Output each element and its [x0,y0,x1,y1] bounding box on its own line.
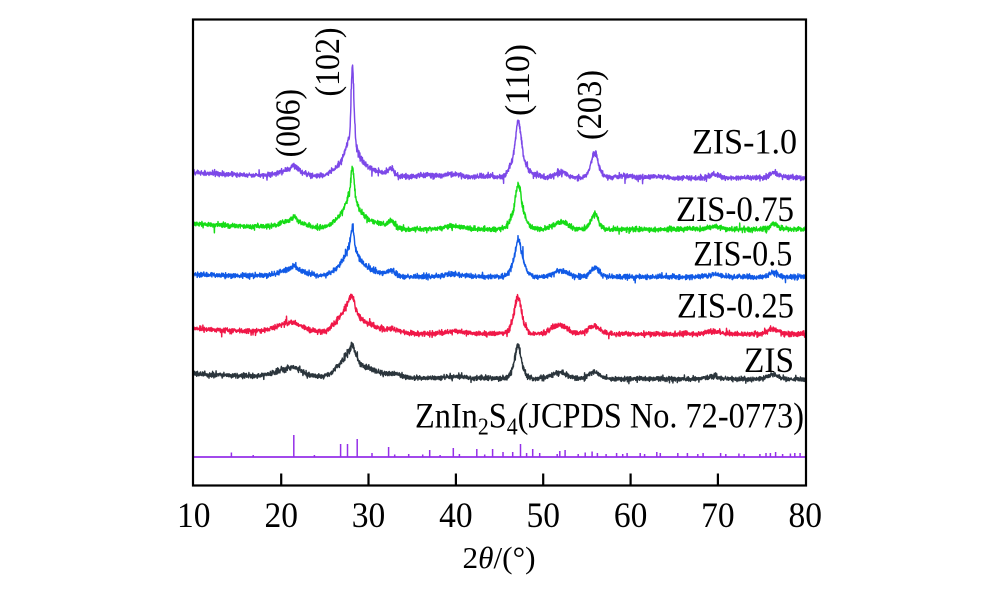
svg-text:20: 20 [264,495,298,535]
svg-text:(203): (203) [571,70,609,140]
svg-text:ZIS-0.25: ZIS-0.25 [677,286,794,326]
svg-text:30: 30 [352,495,386,535]
svg-text:ZnIn2S4(JCPDS No. 72-0773): ZnIn2S4(JCPDS No. 72-0773) [415,396,804,441]
svg-text:40: 40 [439,495,473,535]
svg-text:(102): (102) [309,28,347,97]
svg-text:70: 70 [701,495,735,535]
svg-text:ZIS-0.75: ZIS-0.75 [676,189,794,229]
svg-text:50: 50 [526,495,560,535]
svg-text:60: 60 [614,495,648,535]
svg-text:2θ/(°): 2θ/(°) [463,541,536,575]
svg-text:(006): (006) [270,89,308,158]
svg-text:ZIS-1.0: ZIS-1.0 [692,122,797,162]
svg-text:10: 10 [177,495,211,535]
svg-text:ZIS-0.5: ZIS-0.5 [693,234,792,274]
svg-text:(110): (110) [499,44,537,116]
svg-text:80: 80 [789,495,823,535]
svg-text:ZIS: ZIS [744,340,794,380]
